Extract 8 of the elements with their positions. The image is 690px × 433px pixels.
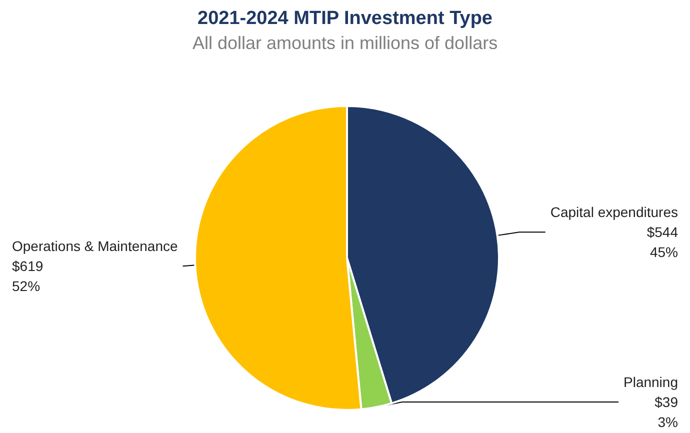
slice-label: Operations & Maintenance	[12, 238, 178, 254]
data-label: $619 52%	[12, 258, 44, 294]
chart-subtitle: All dollar amounts in millions of dollars	[192, 33, 498, 53]
slice-label: Planning	[624, 374, 678, 390]
slice-label: Capital expenditures	[550, 204, 678, 220]
chart-title: 2021-2024 MTIP Investment Type	[198, 8, 492, 29]
data-label: $39 3%	[654, 394, 678, 430]
data-label: $544 45%	[646, 224, 678, 260]
